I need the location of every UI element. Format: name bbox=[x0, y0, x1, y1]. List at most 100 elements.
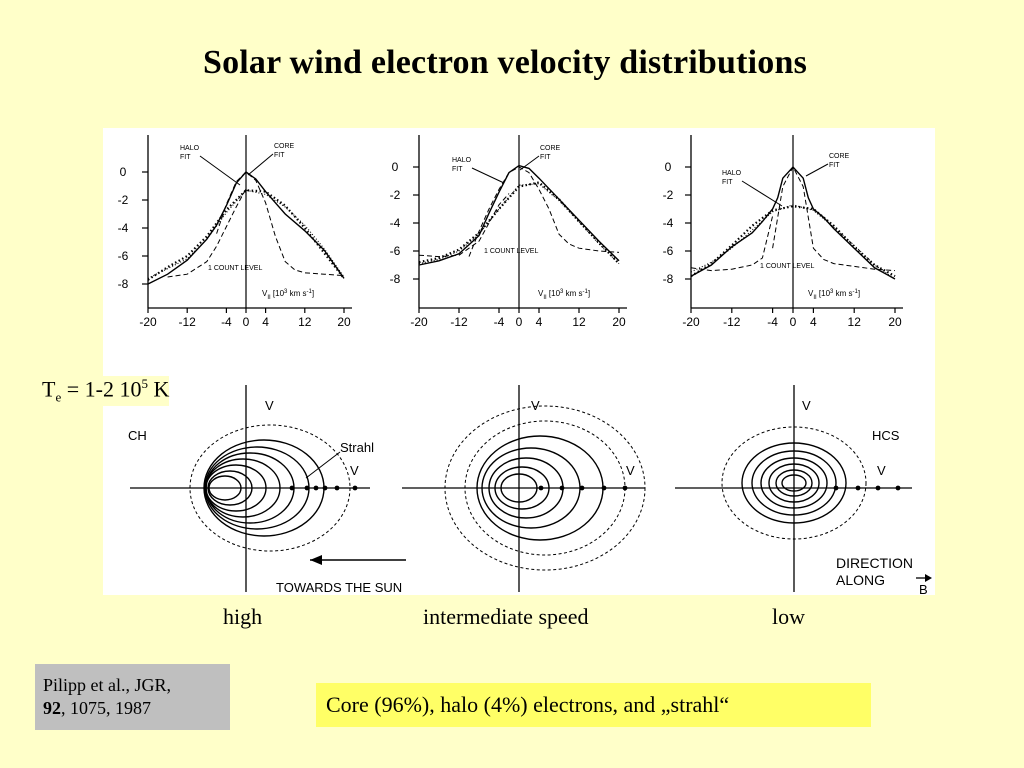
contour3-solid-contour bbox=[751, 450, 837, 516]
panel2-count-level-line bbox=[418, 193, 510, 258]
contour1-strahl-point bbox=[313, 485, 319, 491]
citation-rest: , 1075, 1987 bbox=[61, 698, 151, 718]
citation-box: Pilipp et al., JGR, 92, 1075, 1987 bbox=[35, 664, 230, 730]
citation-line1: Pilipp et al., JGR, bbox=[43, 675, 172, 695]
strahl-pointer bbox=[305, 451, 341, 479]
contour2-vpar-label: V bbox=[626, 463, 635, 478]
electron-temperature: Te = 1-2 105 K bbox=[42, 376, 170, 406]
panel3-x-tick-label: 0 bbox=[790, 315, 797, 329]
contour3-solid-contour bbox=[775, 469, 813, 497]
contour3-solid-contour bbox=[741, 442, 847, 524]
contour2-strahl-point bbox=[538, 485, 544, 491]
panel3-count-level-line bbox=[690, 215, 774, 272]
panel1-halo-fit-label: FIT bbox=[180, 154, 191, 161]
panel2-measured-points-line bbox=[418, 183, 620, 265]
panel2-x-tick-label: -12 bbox=[450, 315, 468, 329]
panel3-x-tick-label: 12 bbox=[848, 315, 862, 329]
panel3-x-tick-label: 20 bbox=[888, 315, 902, 329]
contour2-strahl-point bbox=[579, 485, 585, 491]
panel1-halo-pointer bbox=[199, 155, 241, 186]
towards-sun-arrow-head bbox=[310, 555, 322, 565]
citation-volume: 92 bbox=[43, 698, 61, 718]
contour3-strahl-point bbox=[875, 485, 881, 491]
panel1-core-label: CORE bbox=[274, 143, 295, 150]
panel3-y-tick-label: -2 bbox=[663, 188, 674, 202]
panel2-y-tick-label: -8 bbox=[390, 272, 401, 286]
contour3-solid-contour bbox=[768, 463, 820, 503]
contour3-solid-contour bbox=[760, 457, 828, 509]
contour3-solid-contour bbox=[781, 474, 807, 492]
panel1-y-tick-label: 0 bbox=[120, 165, 127, 179]
panel3-y-tick-label: -8 bbox=[663, 272, 674, 286]
heliospheric-current-sheet-label: HCS bbox=[872, 428, 900, 443]
contour3-vpar-label: V bbox=[877, 463, 886, 478]
panel1-vpar-unit-label: VII [103 km s-1] bbox=[262, 289, 314, 301]
panel1-y-tick-label: -6 bbox=[118, 249, 129, 263]
panel2-x-tick-label: 12 bbox=[572, 315, 586, 329]
panel3-halo-pointer bbox=[741, 180, 783, 207]
contour3-dashed-contour bbox=[721, 426, 867, 540]
speed-label-intermediate: intermediate speed bbox=[423, 604, 589, 629]
contour1-vpar-label: V bbox=[350, 463, 359, 478]
contour2-solid-contour bbox=[494, 466, 550, 510]
panel3-core-fit-label: FIT bbox=[829, 162, 840, 169]
panel2-y-tick-label: -4 bbox=[390, 216, 401, 230]
panel3-halo-fit-label: FIT bbox=[722, 179, 733, 186]
panel1-y-tick-label: -2 bbox=[118, 193, 129, 207]
panel3-core-fit-line bbox=[772, 165, 896, 272]
panel3-x-tick-label: -20 bbox=[682, 315, 700, 329]
contour1-dashed-contour bbox=[189, 424, 351, 552]
panel2-halo-fit-line bbox=[418, 181, 620, 265]
panel3-count-level-label: 1 COUNT LEVEL bbox=[760, 263, 814, 270]
contour3-strahl-point bbox=[895, 485, 901, 491]
panel1-total-fit-line bbox=[147, 171, 345, 285]
panel1-core-fit-line bbox=[216, 171, 345, 277]
panel3-halo-label: HALO bbox=[722, 170, 742, 177]
panel1-y-tick-label: -8 bbox=[118, 277, 129, 291]
towards-sun-label: TOWARDS THE SUN bbox=[276, 580, 402, 595]
panel1-count-level-label: 1 COUNT LEVEL bbox=[208, 265, 262, 272]
panel1-x-tick-label: 20 bbox=[337, 315, 351, 329]
panel3-y-tick-label: -4 bbox=[663, 216, 674, 230]
panel2-vpar-unit-label: VII [103 km s-1] bbox=[538, 289, 590, 301]
strahl-label: Strahl bbox=[340, 440, 374, 455]
panel2-halo-label: HALO bbox=[452, 157, 472, 164]
panel1-x-tick-label: -12 bbox=[179, 315, 197, 329]
panel3-x-tick-label: -4 bbox=[767, 315, 778, 329]
speed-label-high: high bbox=[223, 604, 263, 629]
panel2-core-label: CORE bbox=[540, 145, 561, 152]
panel1-x-tick-label: -20 bbox=[139, 315, 157, 329]
panel2-y-tick-label: 0 bbox=[392, 160, 399, 174]
contour1-strahl-point bbox=[289, 485, 295, 491]
panel3-x-tick-label: -12 bbox=[723, 315, 741, 329]
contour1-strahl-point bbox=[334, 485, 340, 491]
contour2-dashed-contour bbox=[444, 405, 646, 571]
contour1-strahl-point bbox=[352, 485, 358, 491]
panel1-x-tick-label: 12 bbox=[298, 315, 312, 329]
panel2-core-fit-label: FIT bbox=[540, 154, 551, 161]
panel2-x-tick-label: -4 bbox=[494, 315, 505, 329]
contour1-solid-contour bbox=[207, 470, 253, 506]
contour1-strahl-point bbox=[322, 485, 328, 491]
panel2-y-tick-label: -2 bbox=[390, 188, 401, 202]
slide-title: Solar wind electron velocity distributio… bbox=[202, 44, 808, 81]
panel1-x-tick-label: 0 bbox=[243, 315, 250, 329]
panel1-y-tick-label: -4 bbox=[118, 221, 129, 235]
contour2-strahl-point bbox=[559, 485, 565, 491]
summary-box: Core (96%), halo (4%) electrons, and „st… bbox=[316, 683, 871, 727]
panel2-x-tick-label: -20 bbox=[410, 315, 428, 329]
panel1-count-level-line bbox=[167, 188, 247, 278]
contour3-strahl-point bbox=[855, 485, 861, 491]
coronal-hole-label: CH bbox=[128, 428, 147, 443]
panel3-y-tick-label: -6 bbox=[663, 244, 674, 258]
contour1-vperp-label: V bbox=[265, 398, 274, 413]
panel3-y-tick-label: 0 bbox=[665, 160, 672, 174]
contour2-solid-contour bbox=[500, 473, 538, 503]
contour1-solid-contour bbox=[208, 475, 242, 501]
contour3-strahl-point bbox=[833, 485, 839, 491]
panel3-measured-points-line bbox=[690, 204, 896, 280]
panel1-core-fit-label: FIT bbox=[274, 152, 285, 159]
panel1-x-tick-label: -4 bbox=[221, 315, 232, 329]
panel3-core-label: CORE bbox=[829, 153, 850, 160]
